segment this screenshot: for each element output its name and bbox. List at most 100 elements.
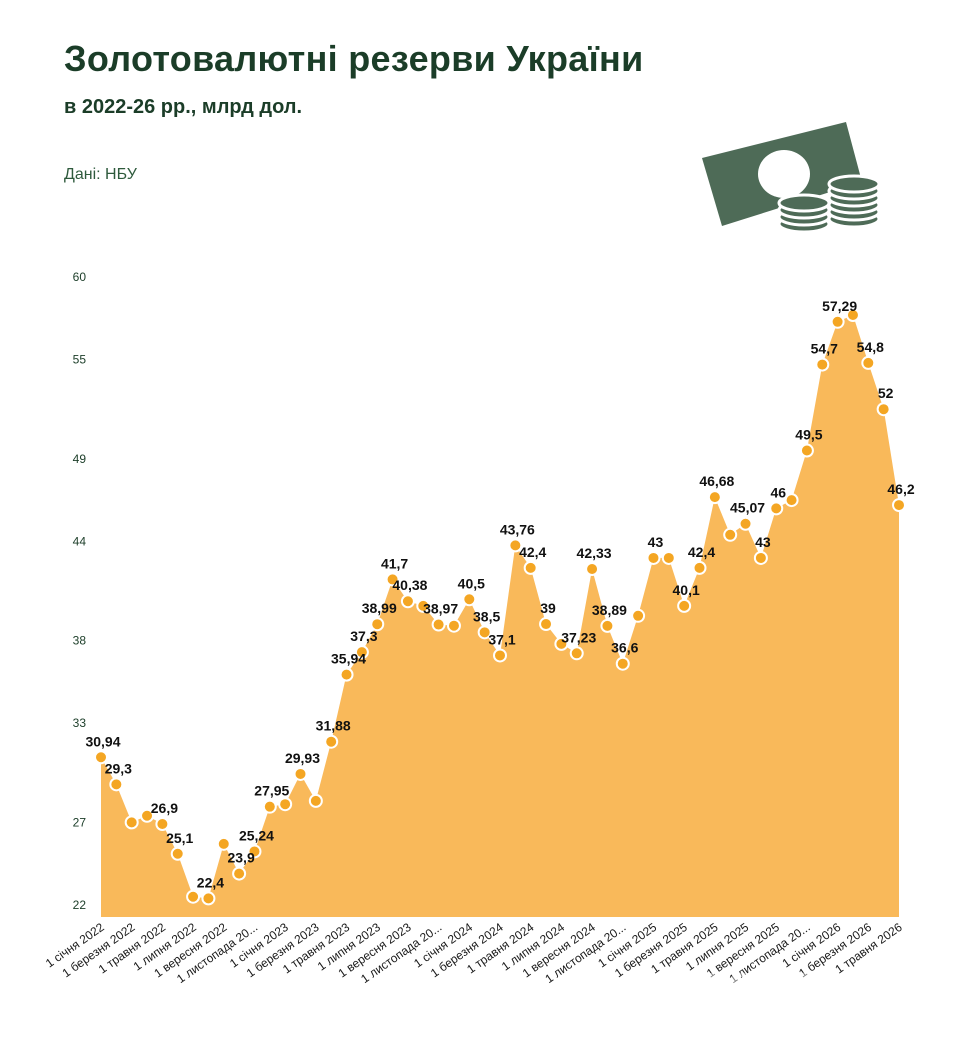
- data-point: [738, 516, 753, 531]
- data-point: [477, 625, 492, 640]
- y-tick-label: 55: [73, 353, 87, 367]
- data-label: 43: [648, 534, 664, 550]
- data-source: Дані: НБУ: [64, 166, 137, 183]
- data-point: [631, 608, 646, 623]
- data-label: 38,97: [423, 601, 458, 617]
- data-label: 41,7: [381, 555, 408, 571]
- data-point: [815, 357, 830, 372]
- data-point: [155, 817, 170, 832]
- data-point: [569, 646, 584, 661]
- data-point: [462, 592, 477, 607]
- data-point: [201, 891, 216, 906]
- chart-title: Золотовалютні резерви України: [64, 38, 644, 79]
- data-label: 49,5: [795, 427, 822, 443]
- y-tick-label: 44: [73, 534, 87, 548]
- data-point: [94, 750, 108, 765]
- data-label: 22,4: [197, 874, 224, 890]
- money-coins-icon: [702, 122, 881, 234]
- data-point: [247, 844, 262, 859]
- data-point: [845, 308, 860, 323]
- data-point: [140, 808, 155, 823]
- data-point: [830, 314, 845, 329]
- data-label: 37,23: [561, 629, 596, 645]
- data-point: [892, 498, 906, 513]
- data-label: 40,1: [673, 582, 700, 598]
- data-point: [692, 560, 707, 575]
- data-point: [278, 797, 293, 812]
- data-point: [324, 734, 339, 749]
- data-point: [431, 617, 446, 632]
- data-point: [539, 617, 554, 632]
- data-point: [354, 645, 369, 660]
- data-label: 38,99: [362, 600, 397, 616]
- data-label: 40,5: [458, 575, 485, 591]
- y-tick-label: 49: [73, 452, 87, 466]
- data-label: 43,76: [500, 521, 535, 537]
- data-point: [232, 866, 247, 881]
- data-point: [861, 355, 876, 370]
- data-label: 35,94: [331, 651, 366, 667]
- data-label: 46: [770, 484, 786, 500]
- data-label: 37,3: [350, 628, 377, 644]
- data-label: 30,94: [85, 733, 120, 749]
- data-label: 25,1: [166, 830, 193, 846]
- data-point: [784, 493, 799, 508]
- data-point: [216, 836, 231, 851]
- data-point: [170, 846, 185, 861]
- area-series: [101, 315, 899, 917]
- data-point: [600, 618, 615, 633]
- data-label: 31,88: [316, 718, 351, 734]
- data-point: [400, 594, 415, 609]
- data-point: [523, 560, 538, 575]
- data-point: [186, 889, 201, 904]
- data-label: 46,68: [699, 473, 734, 489]
- data-label: 54,7: [811, 341, 838, 357]
- data-point: [769, 501, 784, 516]
- watermark: OBOZ.UA: [700, 966, 876, 1008]
- data-point: [799, 443, 814, 458]
- data-label: 27,95: [254, 783, 289, 799]
- data-point: [124, 815, 139, 830]
- y-tick-label: 38: [73, 634, 87, 648]
- data-label: 45,07: [730, 500, 765, 516]
- data-point: [554, 636, 569, 651]
- data-point: [262, 799, 277, 814]
- data-point: [661, 550, 676, 565]
- data-point: [293, 766, 308, 781]
- data-point: [446, 618, 461, 633]
- data-label: 37,1: [488, 631, 515, 647]
- data-point: [615, 656, 630, 671]
- data-point: [876, 402, 891, 417]
- data-label: 43: [755, 534, 771, 550]
- data-point: [385, 572, 400, 587]
- data-label: 40,38: [392, 577, 427, 593]
- data-label: 26,9: [151, 800, 178, 816]
- data-label: 36,6: [611, 640, 638, 656]
- data-label: 42,4: [688, 544, 715, 560]
- data-label: 25,24: [239, 827, 274, 843]
- data-label: 38,5: [473, 608, 500, 624]
- data-point: [370, 617, 385, 632]
- data-label: 42,4: [519, 544, 546, 560]
- y-tick-label: 60: [73, 270, 87, 284]
- data-point: [109, 777, 124, 792]
- data-point: [723, 527, 738, 542]
- y-tick-label: 27: [73, 815, 87, 829]
- data-label: 46,2: [887, 481, 914, 497]
- data-point: [508, 538, 523, 553]
- data-label: 38,89: [592, 602, 627, 618]
- data-label: 29,93: [285, 750, 320, 766]
- chart-subtitle: в 2022-26 рр., млрд дол.: [64, 96, 303, 118]
- data-point: [707, 490, 722, 505]
- data-point: [339, 667, 354, 682]
- data-point: [753, 550, 768, 565]
- y-tick-label: 33: [73, 716, 87, 730]
- data-label: 57,29: [822, 298, 857, 314]
- data-point: [493, 648, 507, 663]
- data-label: 29,3: [105, 760, 132, 776]
- data-label: 39: [540, 600, 556, 616]
- data-label: 54,8: [857, 339, 884, 355]
- data-point: [646, 550, 661, 565]
- data-point: [308, 793, 323, 808]
